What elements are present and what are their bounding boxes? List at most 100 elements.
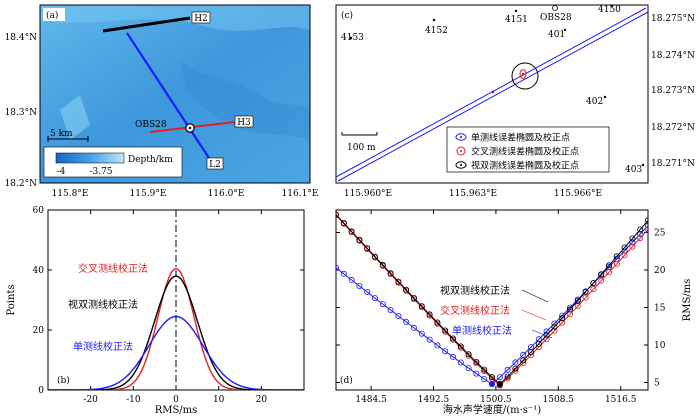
panel-b-ylabel: Points xyxy=(6,284,17,315)
series-marker-0 xyxy=(434,319,441,326)
station-point xyxy=(641,163,645,167)
series-marker-2 xyxy=(403,318,410,325)
x-tick-label: 115.960°E xyxy=(344,189,392,199)
x-tick-label: 115.966°E xyxy=(554,189,602,199)
series-marker-2 xyxy=(457,359,464,366)
x-tick-label: -10 xyxy=(126,395,141,405)
panel-d-frame xyxy=(335,209,649,391)
series-marker-2 xyxy=(567,304,574,311)
series-marker-0 xyxy=(465,351,472,358)
series-marker-2 xyxy=(371,295,378,302)
series-marker-0 xyxy=(418,303,425,310)
x-tick-label: 116.1°E xyxy=(282,189,319,199)
series-marker-2 xyxy=(387,306,394,313)
station-label: 4153 xyxy=(341,33,364,43)
y-tick-label: 18.274°N xyxy=(651,51,695,61)
legend-b-cross: 交叉测线校正法 xyxy=(78,262,148,275)
black-error-ellipse xyxy=(511,62,539,90)
station-label: OBS28 xyxy=(540,13,572,23)
x-tick-label: 1492.5 xyxy=(418,395,450,405)
legend-c-label: 单测线误差椭圆及校正点 xyxy=(471,132,570,144)
series-marker-0 xyxy=(606,262,613,269)
series-marker-0 xyxy=(637,226,644,233)
series-marker-0 xyxy=(410,294,417,301)
legend-d-dual: 视双测线校正法 xyxy=(440,284,510,297)
line-h2 xyxy=(102,16,191,33)
series-marker-0 xyxy=(559,315,566,322)
y-tick-label: 20 xyxy=(33,326,45,336)
panel-c-ellipses: (c) 4153 4152 4151 OBS28 4150 401 402 403 100 m… xyxy=(335,4,695,199)
series-marker-0 xyxy=(528,349,535,356)
series-marker-0 xyxy=(364,245,371,252)
y-tick-label: 20 xyxy=(654,266,666,276)
scalebar-a-label: 5 km xyxy=(50,129,73,139)
seamount-feature xyxy=(60,95,90,140)
series-marker-2 xyxy=(410,324,417,331)
colorbar-tick: -3.75 xyxy=(89,167,112,177)
x-tick-label: 1500.5 xyxy=(480,395,512,405)
y-tick-label: 18.273°N xyxy=(651,86,695,96)
colorbar xyxy=(55,152,125,164)
series-marker-0 xyxy=(387,270,394,277)
series-line-1 xyxy=(336,214,648,387)
series-marker-0 xyxy=(340,219,347,226)
series-marker-0 xyxy=(574,297,581,304)
series-marker-1 xyxy=(637,235,644,242)
series-marker-2 xyxy=(504,366,511,373)
series-marker-2 xyxy=(336,264,339,271)
panel-b-label: (b) xyxy=(57,375,70,386)
series-marker-0 xyxy=(567,306,574,313)
x-tick-label: 115.9°E xyxy=(130,189,167,199)
series-marker-0 xyxy=(348,228,355,235)
obs28-station-marker xyxy=(552,5,558,11)
series-marker-1 xyxy=(590,286,597,293)
series-marker-0 xyxy=(395,278,402,285)
panel-d-rms: 1484.5 1492.5 1500.5 1508.5 1516.5510152025 … xyxy=(335,209,693,416)
blue-error-ellipse xyxy=(335,7,647,178)
series-marker-2 xyxy=(418,330,425,337)
legend-c-marker xyxy=(455,161,467,169)
colorbar-label: Depth/km xyxy=(128,155,173,165)
x-tick-label: 20 xyxy=(256,395,268,405)
y-tick-label: 15 xyxy=(654,304,666,314)
stations: 4153 4152 4151 OBS28 4150 401 402 403 xyxy=(341,4,645,175)
label-l2: L2 xyxy=(209,160,221,170)
series-marker-0 xyxy=(449,335,456,342)
series-line-1 xyxy=(48,275,304,390)
series-marker-0 xyxy=(336,211,339,218)
series-marker-1 xyxy=(582,294,589,301)
y-tick-label: 10 xyxy=(654,341,666,351)
station-point xyxy=(563,28,567,32)
series-line-0 xyxy=(48,267,304,390)
station-label: 403 xyxy=(625,165,642,175)
y-tick-label: 18.3°N xyxy=(5,108,38,118)
legend-d-single: 单测线校正法 xyxy=(452,324,512,337)
series-marker-2 xyxy=(340,270,347,277)
series-marker-1 xyxy=(613,260,620,267)
series-marker-2 xyxy=(473,370,480,377)
series-marker-2 xyxy=(481,375,488,382)
series-marker-0 xyxy=(520,357,527,364)
station-label: 401 xyxy=(548,30,565,40)
series-marker-1 xyxy=(598,277,605,284)
series-line-2 xyxy=(48,315,304,390)
station-label: 4150 xyxy=(598,5,621,15)
series-marker-0 xyxy=(356,236,363,243)
legend-c xyxy=(446,126,610,173)
legend-c-label: 交叉测线误差椭圆及校正点 xyxy=(471,146,579,158)
station-label: 4151 xyxy=(505,15,528,25)
panel-a-frame xyxy=(39,4,311,184)
series-marker-2 xyxy=(434,342,441,349)
y-tick-label: 18.4°N xyxy=(5,33,38,43)
series-marker-0 xyxy=(590,280,597,287)
station-point xyxy=(603,95,607,99)
station-label: 402 xyxy=(586,97,603,107)
station-point xyxy=(610,4,614,8)
series-marker-0 xyxy=(598,271,605,278)
x-tick-label: 115.963°E xyxy=(449,189,497,199)
y-tick-label: 5 xyxy=(654,379,660,389)
series-marker-0 xyxy=(457,343,464,350)
series-marker-1 xyxy=(559,319,566,326)
series-marker-0 xyxy=(481,366,488,373)
